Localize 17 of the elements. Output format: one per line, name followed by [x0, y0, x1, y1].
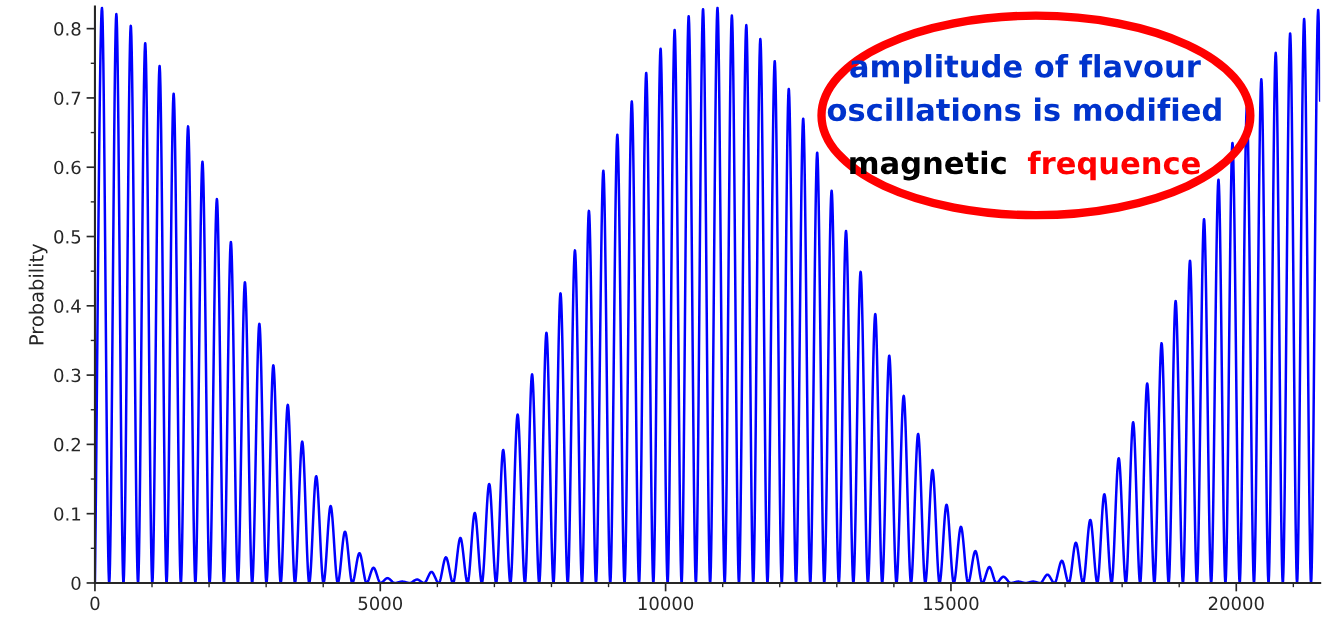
x-tick-label: 0	[90, 596, 100, 611]
x-tick-label: 5000	[358, 596, 403, 611]
y-tick-label: 0.1	[54, 507, 81, 521]
y-tick-label: 0.6	[54, 160, 81, 175]
y-tick-label: 0.8	[54, 22, 81, 36]
y-tick-label: 0	[71, 576, 81, 591]
x-tick-label: 20000	[1208, 596, 1264, 611]
y-tick-label: 0.3	[54, 368, 81, 383]
y-tick-label: 0.7	[54, 91, 81, 106]
annotation: amplitude of flavour oscillations is modified	[827, 54, 1221, 122]
y-tick-label: 0.5	[54, 229, 81, 244]
x-tick-label: 15000	[924, 596, 979, 611]
y-axis-title: Probability	[28, 243, 48, 345]
annotation: frequence	[1027, 150, 1200, 181]
y-tick-label: 0.4	[54, 299, 81, 313]
y-tick-label: 0.2	[54, 437, 80, 452]
x-tick-label: 10000	[638, 596, 694, 611]
